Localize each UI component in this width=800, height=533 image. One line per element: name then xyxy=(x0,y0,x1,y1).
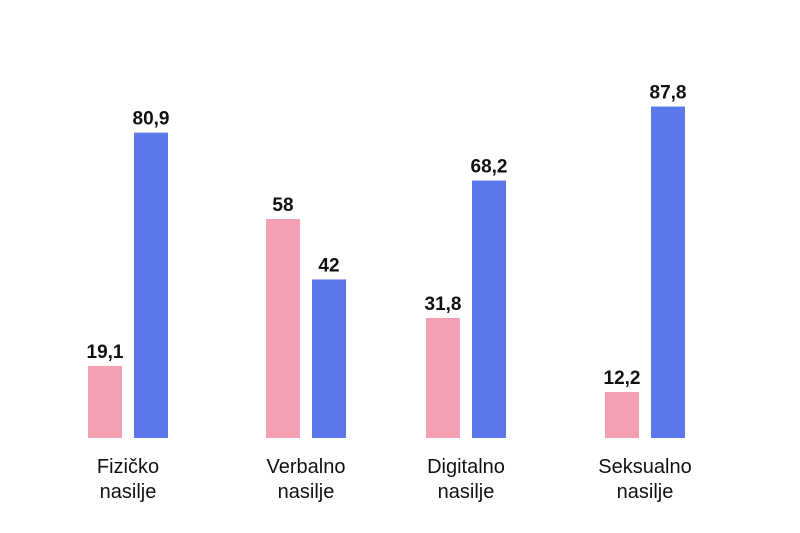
bar-blue-2 xyxy=(472,180,506,439)
data-label-0-1: 58 xyxy=(272,195,293,216)
data-label-0-2: 31,8 xyxy=(425,294,462,315)
bar-pink-3 xyxy=(605,391,639,438)
bar-blue-0 xyxy=(134,132,168,439)
category-label-2-line-0: Digitalno xyxy=(427,456,505,478)
data-label-0-0: 19,1 xyxy=(87,342,124,363)
data-label-1-1: 42 xyxy=(318,255,339,276)
category-label-3-line-0: Seksualno xyxy=(598,456,691,478)
bar-pink-0 xyxy=(88,365,122,438)
bar-blue-1 xyxy=(312,279,346,438)
data-label-0-3: 12,2 xyxy=(604,368,641,389)
category-label-1-line-0: Verbalno xyxy=(267,456,346,478)
bar-blue-3 xyxy=(651,106,685,439)
bar-pink-1 xyxy=(266,219,300,438)
bar-pink-2 xyxy=(426,317,460,438)
data-label-1-0: 80,9 xyxy=(133,109,170,130)
category-label-2-line-1: nasilje xyxy=(438,481,495,503)
category-label-1-line-1: nasilje xyxy=(278,481,335,503)
category-label-0-line-1: nasilje xyxy=(100,481,157,503)
category-label-0-line-0: Fizičko xyxy=(97,456,159,478)
category-label-3-line-1: nasilje xyxy=(617,481,674,503)
data-label-1-3: 87,8 xyxy=(650,83,687,104)
data-label-1-2: 68,2 xyxy=(471,157,508,178)
